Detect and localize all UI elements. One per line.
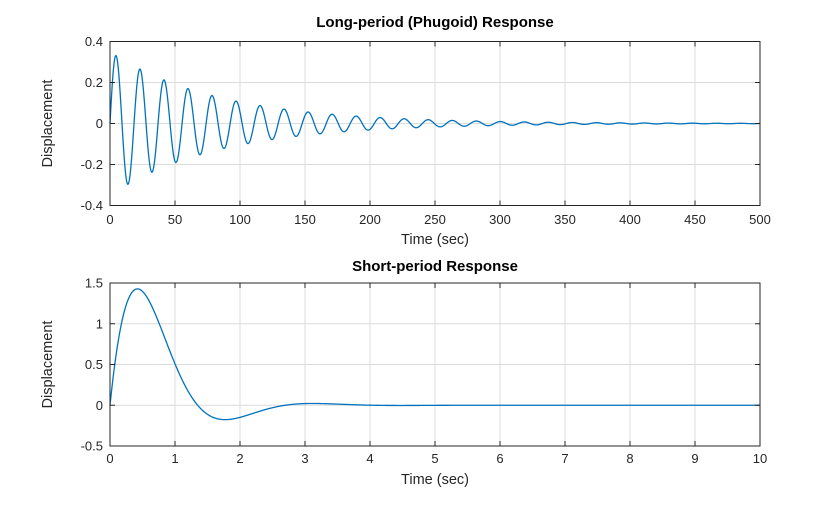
- x-tick-label: 0: [106, 212, 113, 227]
- y-axis-label: Displacement: [40, 80, 56, 168]
- x-tick-label: 5: [431, 451, 438, 466]
- x-tick-label: 9: [691, 451, 698, 466]
- x-tick-label: 7: [561, 451, 568, 466]
- x-tick-label: 250: [424, 212, 446, 227]
- x-tick-label: 3: [301, 451, 308, 466]
- y-tick-label: 0.4: [85, 34, 103, 49]
- x-tick-label: 50: [168, 212, 182, 227]
- y-tick-label: 1: [96, 316, 103, 331]
- x-tick-label: 200: [359, 212, 381, 227]
- x-tick-label: 450: [684, 212, 706, 227]
- y-tick-label: -0.2: [81, 157, 103, 172]
- x-tick-label: 6: [496, 451, 503, 466]
- phugoid-response-chart: 0 50 100 150 200 250 300 350 400 450 500 -0.4 -0.2 0 0…: [40, 14, 771, 248]
- x-tick-label: 500: [749, 212, 771, 227]
- x-tick-label: 10: [753, 451, 767, 466]
- x-tick-label: 100: [229, 212, 251, 227]
- chart-title: Short-period Response: [352, 258, 518, 275]
- y-tick-label: 1.5: [85, 276, 103, 291]
- y-tick-label: -0.5: [81, 439, 103, 454]
- x-tick-label: 400: [619, 212, 641, 227]
- x-tick-label: 150: [294, 212, 316, 227]
- y-tick-label: 0: [96, 116, 103, 131]
- y-tick-label: -0.4: [81, 198, 103, 213]
- y-tick-label: 0.5: [85, 357, 103, 372]
- x-tick-label: 4: [366, 451, 373, 466]
- response-curve: [109, 54, 761, 185]
- response-curve: [109, 288, 761, 421]
- x-axis-label: Time (sec): [401, 232, 469, 248]
- x-tick-label: 300: [489, 212, 511, 227]
- x-axis-label: Time (sec): [401, 472, 469, 488]
- y-axis-label: Displacement: [40, 321, 56, 409]
- x-tick-label: 1: [171, 451, 178, 466]
- x-tick-label: 2: [236, 451, 243, 466]
- x-tick-label: 0: [106, 451, 113, 466]
- chart-title: Long-period (Phugoid) Response: [316, 14, 553, 31]
- x-tick-label: 8: [626, 451, 633, 466]
- y-tick-label: 0: [96, 398, 103, 413]
- y-tick-label: 0.2: [85, 75, 103, 90]
- x-tick-label: 350: [554, 212, 576, 227]
